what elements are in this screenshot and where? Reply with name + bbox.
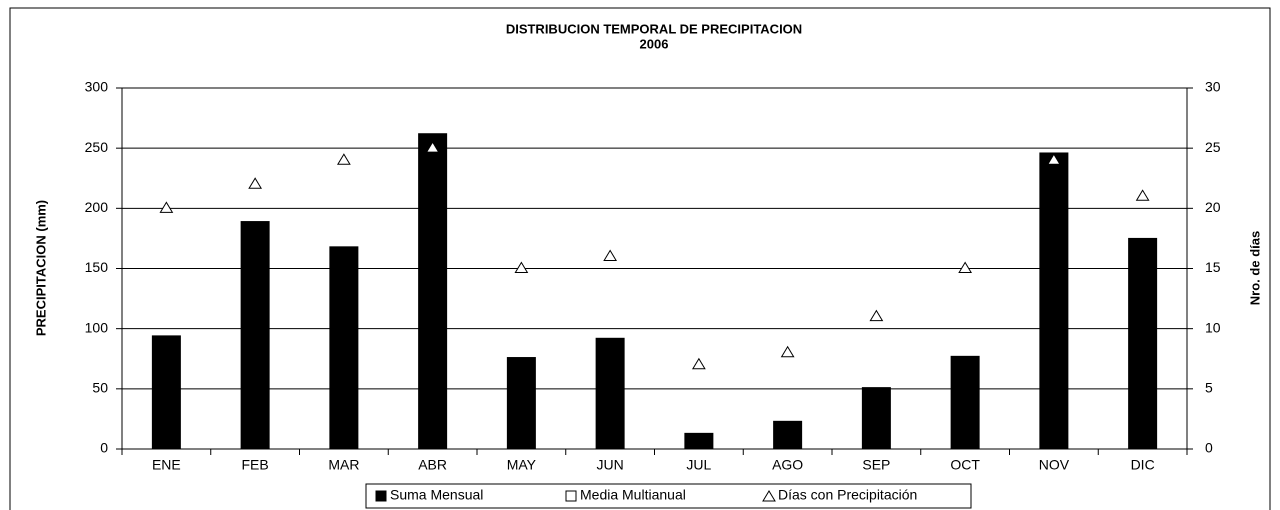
x-tick-label: FEB [242, 457, 269, 473]
bar [240, 221, 270, 450]
y-tick-label: 200 [85, 199, 109, 215]
bar [950, 355, 980, 450]
x-tick-label: MAR [328, 457, 359, 473]
bar [773, 420, 803, 450]
chart-subtitle: 2006 [640, 36, 669, 51]
marker [1046, 153, 1061, 165]
y2-tick-label: 5 [1205, 380, 1213, 396]
x-tick-label: AGO [772, 457, 803, 473]
y-tick-label: 300 [85, 79, 109, 95]
marker [425, 141, 440, 153]
y2-tick-label: 0 [1205, 440, 1213, 456]
marker [1135, 189, 1150, 201]
x-tick-label: ABR [418, 457, 447, 473]
y-tick-label: 50 [92, 380, 108, 396]
y-axis-label: PRECIPITACION (mm) [33, 200, 48, 336]
bar [1039, 152, 1069, 450]
bar [684, 432, 714, 450]
marker [691, 357, 706, 370]
y2-tick-label: 30 [1205, 79, 1221, 95]
y-tick-label: 250 [85, 139, 109, 155]
chart-title: DISTRIBUCION TEMPORAL DE PRECIPITACION [506, 21, 802, 36]
x-tick-label: SEP [862, 457, 890, 473]
x-tick-label: JUL [686, 457, 711, 473]
bar [1128, 237, 1158, 450]
x-tick-label: OCT [950, 457, 980, 473]
x-tick-label: JUN [597, 457, 624, 473]
marker [869, 309, 884, 322]
bar [506, 357, 536, 450]
chart-frame [9, 7, 1271, 510]
marker [248, 177, 263, 189]
legend-label: Días con Precipitación [778, 487, 917, 503]
marker [336, 153, 351, 165]
x-tick-label: MAY [507, 457, 537, 473]
y2-tick-label: 20 [1205, 199, 1221, 215]
legend-swatch [375, 490, 387, 502]
legend-swatch [565, 490, 577, 502]
y2-tick-label: 15 [1205, 259, 1221, 275]
y-tick-label: 0 [100, 440, 108, 456]
y-tick-label: 150 [85, 259, 109, 275]
marker [159, 201, 174, 213]
legend-label: Media Multianual [580, 487, 686, 503]
marker [514, 261, 529, 273]
bar [418, 133, 448, 450]
y2-tick-label: 25 [1205, 139, 1221, 155]
legend-label: Suma Mensual [390, 487, 483, 503]
marker [780, 345, 795, 358]
bar [329, 246, 359, 450]
marker [603, 249, 618, 261]
y2-axis-label: Nro. de días [1247, 231, 1262, 305]
legend-marker [762, 490, 776, 502]
marker [958, 261, 973, 273]
x-tick-label: NOV [1039, 457, 1070, 473]
x-tick-label: ENE [152, 457, 181, 473]
bar [595, 337, 625, 450]
legend-box [365, 483, 972, 509]
y2-tick-label: 10 [1205, 319, 1221, 335]
bar [861, 387, 891, 450]
x-tick-label: DIC [1131, 457, 1155, 473]
bar [151, 335, 181, 450]
y-tick-label: 100 [85, 319, 109, 335]
